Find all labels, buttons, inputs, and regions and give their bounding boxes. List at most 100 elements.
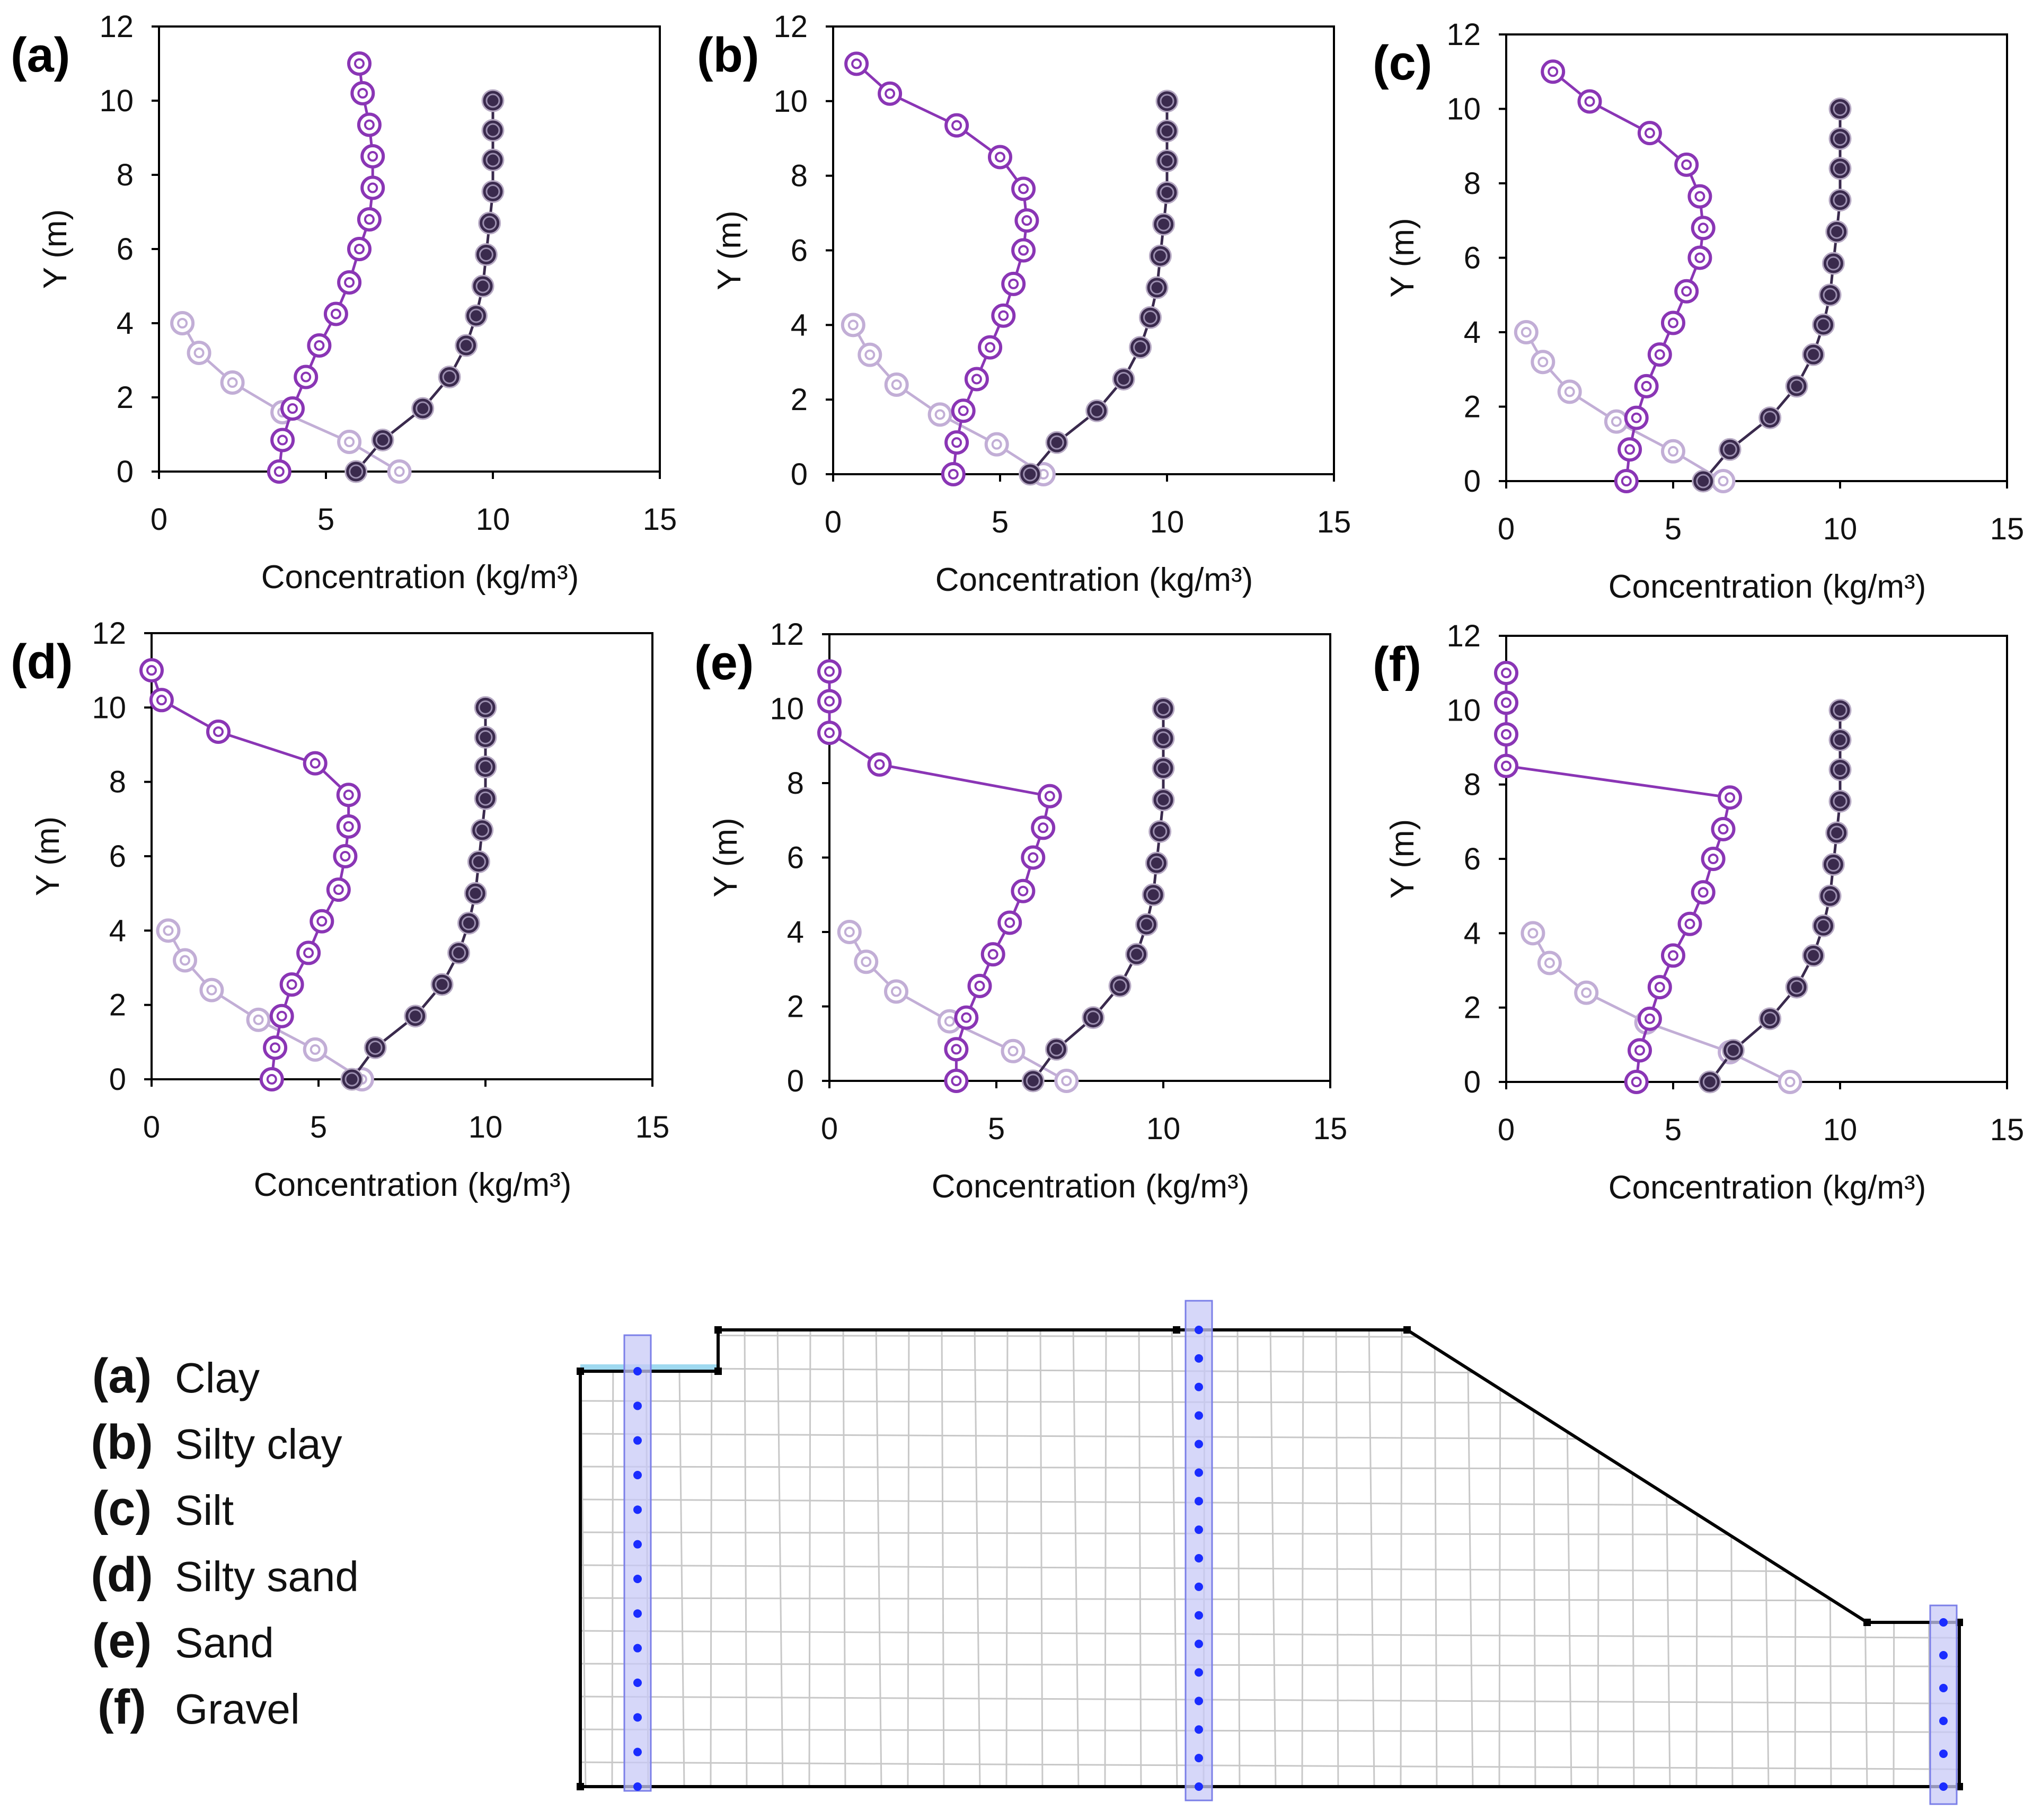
y-tick-label: 12 — [99, 10, 134, 44]
data-point-inner — [367, 151, 378, 162]
y-tick-label: 4 — [117, 306, 134, 341]
data-point — [854, 949, 879, 974]
chart-panel-b: 0 5 10 15 0 2 4 6 8 10 12 Concentration (kg/m³) Y (m… — [697, 10, 1351, 598]
data-point — [1802, 944, 1825, 967]
data-point — [1828, 127, 1852, 150]
mesh-node — [633, 1679, 642, 1687]
y-tick-label: 12 — [1446, 17, 1481, 52]
data-point — [296, 940, 321, 965]
data-point — [1778, 1070, 1802, 1094]
y-tick-label: 2 — [791, 383, 808, 417]
data-point — [1108, 974, 1132, 998]
x-tick-label: 0 — [1498, 512, 1515, 546]
data-point-inner — [951, 120, 962, 131]
y-tick-label: 4 — [787, 915, 804, 949]
data-point — [817, 721, 842, 745]
data-point-inner — [1654, 982, 1665, 993]
data-point — [878, 81, 903, 106]
data-point-inner — [416, 401, 430, 416]
data-point — [1691, 216, 1716, 241]
data-point — [1129, 336, 1152, 359]
data-point — [1145, 276, 1169, 299]
data-point-inner — [1681, 286, 1692, 297]
data-point — [1135, 913, 1158, 936]
data-point-inner — [824, 696, 835, 707]
data-point — [1001, 1038, 1026, 1063]
data-point — [1828, 789, 1852, 813]
y-tick-label: 10 — [773, 84, 808, 119]
data-point — [991, 303, 1016, 328]
data-point — [1785, 975, 1808, 999]
legend-label: Silty sand — [175, 1553, 359, 1600]
mesh-node — [1195, 1497, 1203, 1506]
data-point-inner — [948, 469, 959, 480]
data-point — [220, 370, 245, 395]
data-point-inner — [253, 1014, 264, 1025]
data-point — [447, 941, 471, 964]
legend-item: (b) Silty clay — [69, 1415, 342, 1470]
observation-column — [1929, 1604, 1958, 1805]
data-point — [1828, 758, 1852, 782]
data-point-inner — [163, 925, 174, 936]
data-point — [1825, 220, 1849, 243]
data-point — [1014, 208, 1039, 233]
mesh-node — [633, 1713, 642, 1722]
mesh-node — [633, 1401, 642, 1410]
domain-boundary — [579, 1328, 1961, 1788]
data-point-inner — [1501, 697, 1512, 708]
mesh-node — [633, 1367, 642, 1375]
data-point — [481, 180, 505, 203]
data-point-inner — [1718, 476, 1729, 486]
boundary-vertex — [1403, 1326, 1411, 1334]
data-point — [817, 659, 842, 684]
y-tick-label: 4 — [791, 308, 808, 342]
data-point-inner — [824, 727, 835, 739]
data-point — [984, 432, 1009, 457]
chart-panel-f: 0 5 10 15 0 2 4 6 8 10 12 Concentration (kg/m³) Y (m… — [1373, 619, 2024, 1206]
chart-panel-d: 0 5 10 15 0 2 4 6 8 10 12 Concentration (kg/m³) Y (m… — [11, 616, 669, 1203]
data-point — [1624, 405, 1649, 430]
data-point — [1812, 313, 1835, 336]
mesh-node — [1195, 1411, 1203, 1420]
data-point — [347, 51, 372, 76]
data-point — [455, 334, 478, 357]
data-point — [307, 333, 332, 358]
data-point-inner — [1718, 823, 1729, 834]
series-line — [1505, 673, 1732, 1082]
data-point-inner — [874, 759, 885, 770]
data-point-inner — [1090, 403, 1104, 418]
data-point — [1674, 279, 1699, 304]
series-2 — [1698, 698, 1852, 1094]
data-point — [1011, 238, 1036, 263]
data-point-inner — [344, 277, 355, 288]
data-point — [471, 274, 494, 298]
data-point-inner — [146, 665, 157, 676]
data-point-inner — [206, 984, 217, 996]
boundary-vertex — [1173, 1326, 1180, 1334]
y-tick-label: 6 — [787, 841, 804, 875]
data-point-inner — [1829, 825, 1844, 840]
data-point — [357, 112, 382, 137]
data-point — [481, 119, 505, 142]
x-tick-label: 0 — [143, 1110, 160, 1144]
data-point — [837, 920, 862, 944]
data-point — [1812, 914, 1835, 937]
data-point — [1145, 851, 1168, 875]
y-tick-label: 10 — [1446, 693, 1481, 727]
legend-key: (b) — [91, 1415, 153, 1469]
data-point-inner — [1816, 918, 1831, 933]
data-point-inner — [277, 434, 288, 446]
data-point — [1514, 320, 1539, 344]
series-1 — [817, 659, 1062, 1093]
series-1 — [267, 51, 385, 484]
chart-panel-a: 0 5 10 15 0 2 4 6 8 10 12 Concentration (kg/m³) Y (m… — [11, 10, 677, 596]
data-point — [1152, 727, 1175, 750]
data-point-inner — [951, 437, 962, 448]
data-point-inner — [1544, 957, 1555, 969]
data-point — [411, 397, 435, 420]
mesh-node — [633, 1575, 642, 1583]
data-point-inner — [885, 88, 896, 99]
data-point — [430, 973, 454, 996]
data-point — [1152, 697, 1175, 720]
x-tick-label: 15 — [1990, 512, 2025, 546]
